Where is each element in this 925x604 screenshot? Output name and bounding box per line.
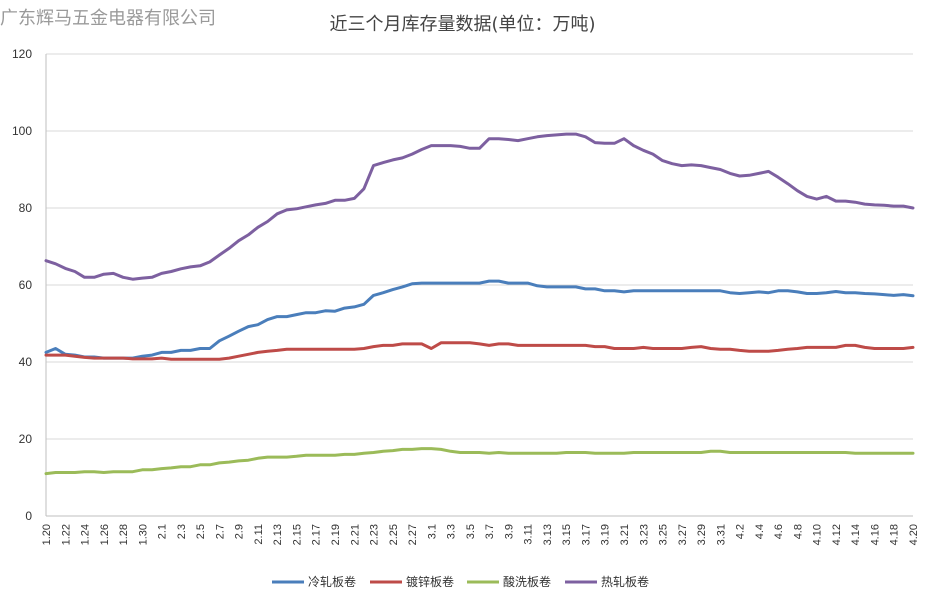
series-line-1: [44, 279, 915, 360]
y-tick-label: 60: [19, 278, 33, 292]
x-tick-label: 3.11: [523, 524, 535, 545]
x-tick-label: 3.9: [503, 524, 515, 539]
y-tick-label: 40: [19, 355, 33, 369]
x-tick-label: 4.20: [908, 524, 920, 545]
x-tick-label: 3.1: [426, 524, 438, 539]
legend: 冷轧板卷 镀锌板卷 酸洗板卷 热轧板卷: [272, 574, 649, 589]
series-lines: [44, 132, 915, 476]
y-tick-label: 20: [19, 432, 33, 446]
x-tick-label: 3.17: [580, 524, 592, 545]
x-tick-label: 2.23: [369, 524, 381, 545]
x-tick-label: 2.3: [176, 524, 188, 539]
x-tick-label: 3.5: [465, 524, 477, 539]
x-tick-label: 2.17: [311, 524, 323, 545]
x-tick-label: 4.18: [889, 524, 901, 545]
chart-title: 近三个月库存量数据(单位：万吨): [329, 14, 596, 35]
x-tick-label: 2.27: [407, 524, 419, 545]
x-tick-label: 4.6: [773, 524, 785, 539]
x-tick-label: 2.13: [272, 524, 284, 545]
x-tick-label: 2.7: [214, 524, 226, 539]
legend-item-1: 冷轧板卷: [272, 574, 356, 589]
x-tick-label: 2.15: [291, 524, 303, 545]
y-tick-label: 120: [12, 47, 32, 61]
x-tick-label: 4.16: [869, 524, 881, 545]
y-axis: 0 20 40 60 80 100 120: [12, 47, 47, 523]
x-tick-label: 1.24: [80, 524, 92, 545]
x-tick-label: 4.10: [812, 524, 824, 545]
legend-label: 镀锌板卷: [406, 574, 454, 589]
x-tick-label: 1.28: [118, 524, 130, 545]
x-tick-label: 2.25: [388, 524, 400, 545]
legend-label: 酸洗板卷: [503, 574, 551, 589]
legend-item-2: 镀锌板卷: [370, 574, 454, 589]
x-tick-label: 3.3: [446, 524, 458, 539]
x-tick-label: 3.29: [696, 524, 708, 545]
x-tick-label: 1.30: [137, 524, 149, 545]
x-tick-label: 4.4: [754, 524, 766, 539]
x-tick-label: 3.13: [542, 524, 554, 545]
series-line-2: [44, 341, 915, 361]
x-tick-label: 2.21: [349, 524, 361, 545]
legend-item-4: 热轧板卷: [565, 574, 649, 589]
legend-label: 冷轧板卷: [308, 574, 356, 589]
x-tick-label: 1.26: [99, 524, 111, 545]
x-tick-label: 4.2: [735, 524, 747, 539]
y-tick-label: 0: [25, 509, 32, 523]
x-tick-label: 3.25: [658, 524, 670, 545]
x-axis: 1.20 1.22 1.24 1.26 1.28 1.30 2.1 2.3 2.5 2.7 2.9 2…: [41, 515, 920, 545]
x-tick-label: 3.31: [715, 524, 727, 545]
x-tick-label: 2.9: [234, 524, 246, 539]
legend-item-3: 酸洗板卷: [467, 574, 551, 589]
x-tick-label: 4.14: [850, 524, 862, 545]
x-tick-label: 4.12: [831, 524, 843, 545]
y-tick-label: 100: [12, 124, 32, 138]
legend-label: 热轧板卷: [601, 574, 649, 589]
x-tick-label: 3.19: [600, 524, 612, 545]
x-tick-label: 3.21: [619, 524, 631, 545]
x-tick-label: 2.11: [253, 524, 265, 545]
series-line-3: [44, 447, 915, 476]
x-tick-label: 3.23: [638, 524, 650, 545]
x-tick-label: 2.5: [195, 524, 207, 539]
x-tick-label: 3.7: [484, 524, 496, 539]
series-line-4: [44, 132, 915, 281]
x-tick-label: 4.8: [792, 524, 804, 539]
y-grid: [46, 53, 913, 517]
x-tick-label: 3.15: [561, 524, 573, 545]
x-tick-label: 1.20: [41, 524, 53, 545]
x-tick-label: 1.22: [60, 524, 72, 545]
x-tick-label: 2.1: [157, 524, 169, 539]
x-tick-label: 3.27: [677, 524, 689, 545]
y-tick-label: 80: [19, 201, 33, 215]
x-tick-label: 2.19: [330, 524, 342, 545]
company-watermark: 广东辉马五金电器有限公司: [0, 8, 216, 29]
